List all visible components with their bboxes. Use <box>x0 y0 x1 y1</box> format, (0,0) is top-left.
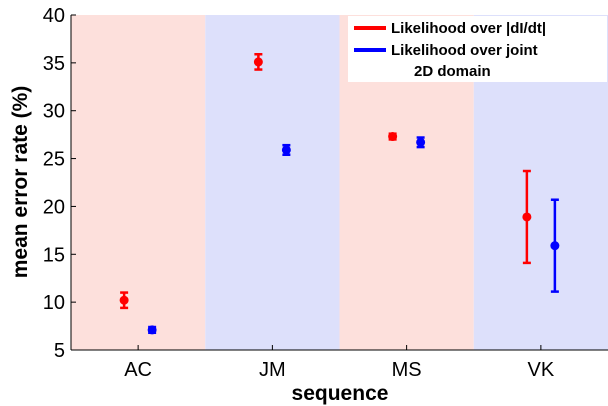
data-point <box>416 137 426 147</box>
x-axis-title: sequence <box>292 382 389 405</box>
x-tick-label: VK <box>528 359 555 381</box>
data-point-group <box>416 136 426 149</box>
series-1 <box>119 52 532 310</box>
data-point-group <box>550 198 560 293</box>
data-point <box>119 295 129 305</box>
y-tick-label: 10 <box>43 292 65 314</box>
data-series <box>119 52 560 335</box>
x-tick-label: MS <box>392 359 422 381</box>
axes: 5 10 15 20 25 30 35 40 AC JM MS VK <box>43 5 608 381</box>
y-tick-label: 15 <box>43 244 65 266</box>
legend-box <box>348 16 607 82</box>
x-tick-label: AC <box>124 359 152 381</box>
background-band-jm <box>205 15 340 350</box>
data-point <box>147 325 157 335</box>
data-point-group <box>147 325 157 335</box>
data-point-group <box>522 169 532 265</box>
legend: Likelihood over |dI/dt| Likelihood over j… <box>348 16 607 82</box>
background-band-ac <box>71 15 206 350</box>
legend-entry-label: 2D domain <box>414 63 491 80</box>
data-point-group <box>253 52 263 71</box>
data-point <box>281 145 291 155</box>
data-point <box>522 212 532 222</box>
data-point-group <box>281 143 291 156</box>
data-point-group <box>119 291 129 310</box>
y-tick-label: 40 <box>43 5 65 27</box>
x-tick-label: JM <box>259 359 286 381</box>
series-2 <box>147 136 560 335</box>
y-tick-label: 25 <box>43 149 65 171</box>
y-tick-label: 30 <box>43 101 65 123</box>
data-point <box>388 132 398 142</box>
data-point-group <box>388 132 398 142</box>
data-point <box>253 57 263 67</box>
y-tick-label: 35 <box>43 53 65 75</box>
y-tick-label: 5 <box>54 340 65 362</box>
y-tick-label: 20 <box>43 196 65 218</box>
legend-entry-label: Likelihood over |dI/dt| <box>391 20 546 37</box>
y-axis-title: mean error rate (%) <box>9 86 32 279</box>
data-point <box>550 241 560 251</box>
legend-entry-label: Likelihood over joint <box>391 42 538 59</box>
